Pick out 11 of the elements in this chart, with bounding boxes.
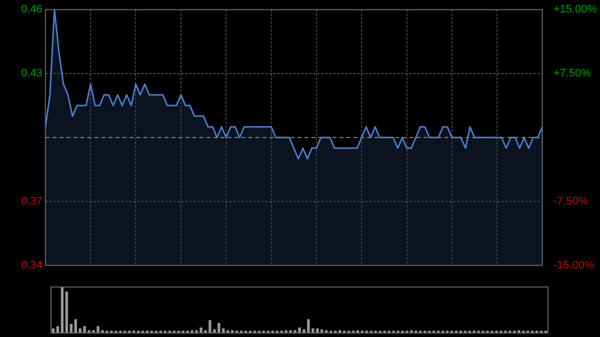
y2-tick-label: -7.50% xyxy=(553,195,588,208)
bar xyxy=(65,292,68,333)
y2-tick-label: +7.50% xyxy=(553,68,592,80)
y-tick-label: 0.43 xyxy=(20,68,42,80)
bar xyxy=(74,319,77,333)
y2-tick-label: -15.00% xyxy=(553,259,594,272)
y-tick-label: 0.37 xyxy=(20,195,42,208)
y2-tick-label: +15.00% xyxy=(553,4,598,16)
bar xyxy=(60,287,64,333)
y-tick-label: 0.46 xyxy=(20,4,42,16)
y-tick-label: 0.34 xyxy=(20,259,42,272)
